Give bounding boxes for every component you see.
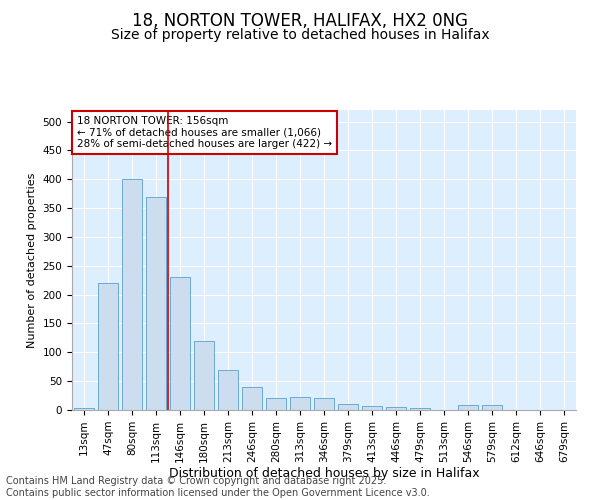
Bar [242, 387, 262, 410]
Bar [290, 398, 310, 410]
Text: 18 NORTON TOWER: 156sqm
← 71% of detached houses are smaller (1,066)
28% of semi: 18 NORTON TOWER: 156sqm ← 71% of detache… [77, 116, 332, 149]
Bar [410, 408, 430, 410]
Bar [74, 408, 94, 410]
Bar [482, 406, 502, 410]
Bar [218, 370, 238, 410]
Bar [386, 407, 406, 410]
Text: Contains HM Land Registry data © Crown copyright and database right 2025.
Contai: Contains HM Land Registry data © Crown c… [6, 476, 430, 498]
X-axis label: Distribution of detached houses by size in Halifax: Distribution of detached houses by size … [169, 468, 479, 480]
Y-axis label: Number of detached properties: Number of detached properties [27, 172, 37, 348]
Bar [122, 179, 142, 410]
Bar [458, 406, 478, 410]
Bar [170, 278, 190, 410]
Bar [146, 196, 166, 410]
Bar [98, 283, 118, 410]
Text: 18, NORTON TOWER, HALIFAX, HX2 0NG: 18, NORTON TOWER, HALIFAX, HX2 0NG [132, 12, 468, 30]
Bar [314, 398, 334, 410]
Bar [266, 398, 286, 410]
Bar [362, 406, 382, 410]
Bar [194, 341, 214, 410]
Text: Size of property relative to detached houses in Halifax: Size of property relative to detached ho… [110, 28, 490, 42]
Bar [338, 404, 358, 410]
